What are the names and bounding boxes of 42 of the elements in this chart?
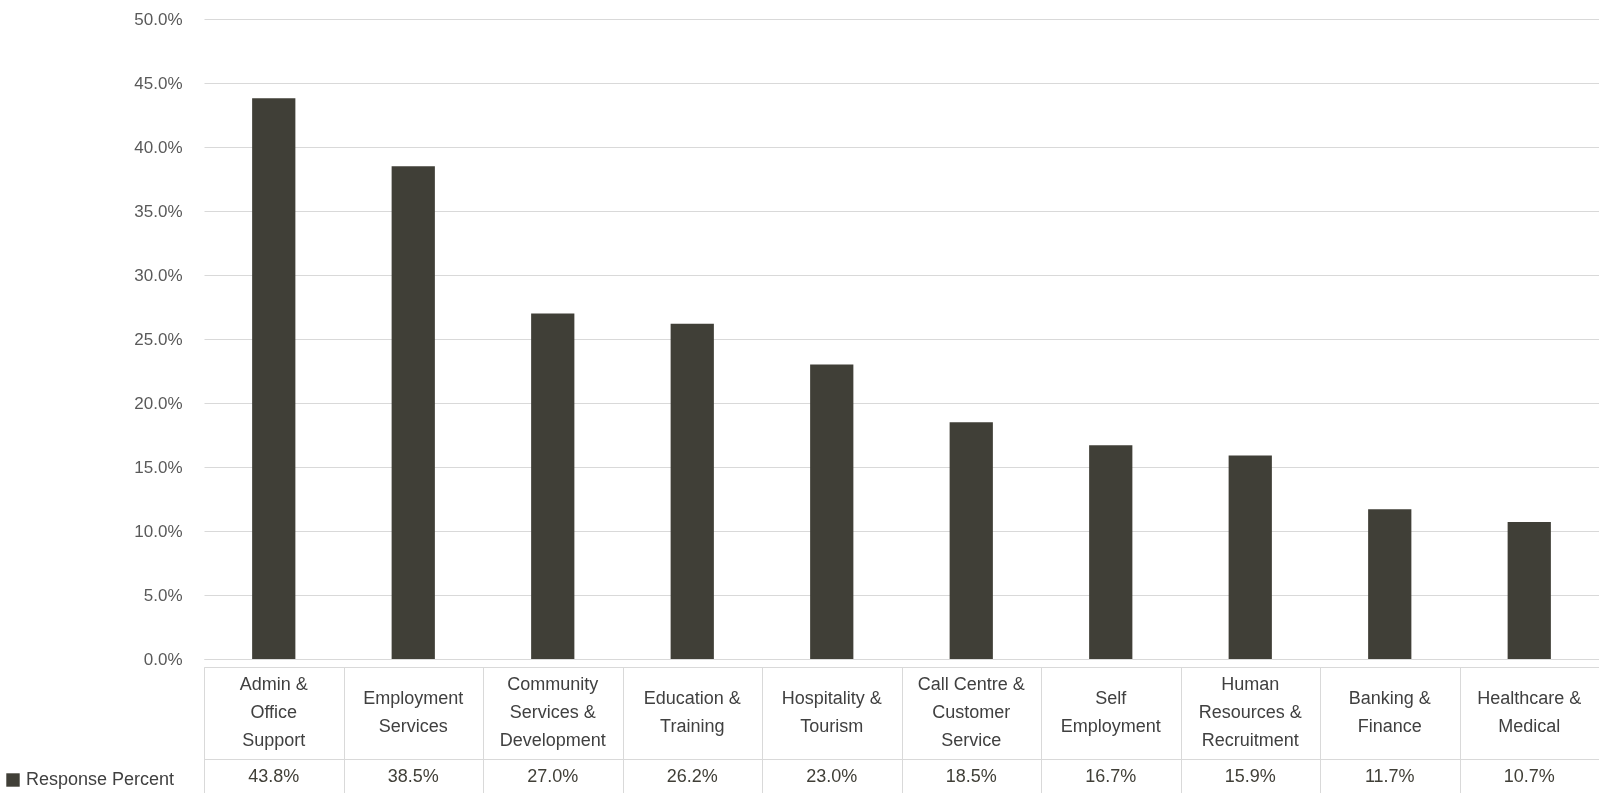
y-tick-label: 15.0% — [134, 457, 183, 477]
x-tick-label: Education & Training — [643, 687, 741, 736]
y-tick-label: 5.0% — [143, 585, 183, 605]
data-label: 11.7% — [1364, 765, 1415, 786]
data-label: 23.0% — [806, 765, 858, 786]
data-label: 38.5% — [387, 765, 439, 786]
bar — [1368, 509, 1412, 659]
legend-label: Response Percent — [26, 769, 175, 789]
y-tick-label: 45.0% — [134, 73, 183, 93]
data-label: 43.8% — [248, 765, 300, 786]
x-tick-label: Healthcare & Medical — [1477, 687, 1582, 736]
y-tick-label: 20.0% — [134, 393, 183, 413]
y-tick-label: 50.0% — [134, 9, 183, 29]
data-label: 10.7% — [1503, 765, 1555, 786]
bar — [252, 98, 296, 659]
y-tick-label: 25.0% — [134, 329, 183, 349]
bar — [531, 313, 575, 659]
data-label: 26.2% — [666, 765, 718, 786]
data-label: 15.9% — [1224, 765, 1276, 786]
bar — [810, 364, 854, 659]
x-tick-label: Admin & Office Support — [239, 673, 308, 750]
data-label: 18.5% — [945, 765, 997, 786]
data-label: 27.0% — [527, 765, 579, 786]
bar — [1089, 445, 1133, 659]
data-label: 16.7% — [1085, 765, 1137, 786]
x-tick-label: Self Employment — [1060, 687, 1161, 736]
x-tick-label: Employment Services — [363, 687, 464, 736]
x-tick-label: Hospitality & Tourism — [781, 687, 882, 736]
x-tick-label: Human Resources & Recruitment — [1198, 673, 1302, 750]
bar — [949, 422, 993, 659]
x-tick-label: Call Centre & Customer Service — [917, 673, 1025, 750]
y-tick-label: 0.0% — [143, 649, 183, 669]
y-tick-label: 10.0% — [134, 521, 183, 541]
y-tick-label: 35.0% — [134, 201, 183, 221]
bar — [670, 323, 714, 659]
y-tick-label: 30.0% — [134, 265, 183, 285]
x-tick-label: Banking & Finance — [1348, 687, 1431, 736]
bar — [1228, 455, 1272, 659]
bar — [1507, 522, 1551, 659]
x-tick-label: Community Services & Development — [499, 673, 606, 750]
bar — [391, 166, 435, 659]
y-tick-label: 40.0% — [134, 137, 183, 157]
